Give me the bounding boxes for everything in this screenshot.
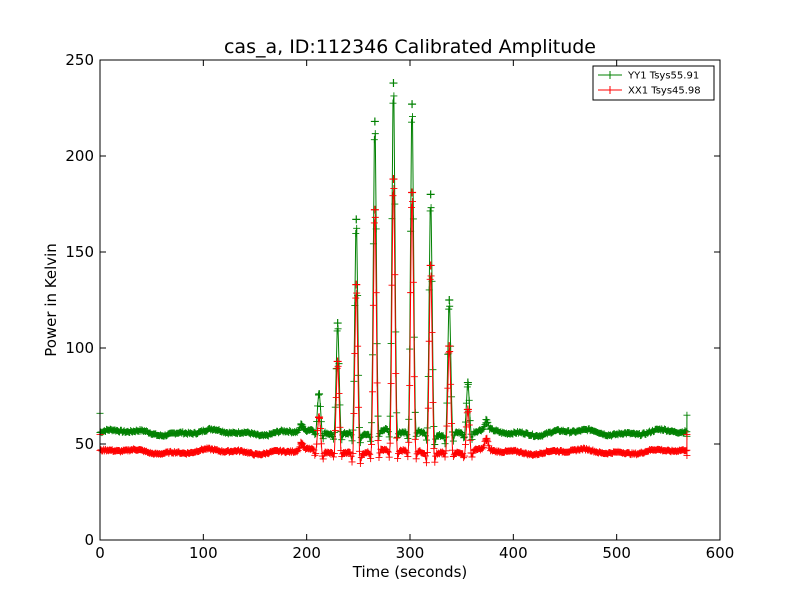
legend-label: YY1 Tsys55.91: [627, 71, 699, 82]
x-tick-label: 600: [706, 544, 735, 562]
legend-box: [592, 65, 715, 101]
peak-point: [370, 205, 379, 214]
peak-point: [426, 261, 435, 270]
y-tick-label: 200: [65, 147, 94, 165]
peak-point: [333, 357, 342, 366]
y-tick-label: 150: [65, 243, 94, 261]
x-tick-label: 300: [396, 544, 425, 562]
peak-point: [297, 440, 306, 448]
peak-point: [352, 215, 361, 224]
y-tick-label: 250: [65, 51, 94, 69]
peak-point: [389, 175, 398, 184]
peak-point: [389, 79, 398, 88]
x-tick-label: 500: [602, 544, 631, 562]
peak-point: [445, 296, 454, 304]
y-axis-label: Power in Kelvin: [42, 243, 60, 357]
y-tick-label: 0: [84, 531, 94, 549]
ticks-layer: 0 100 200 300 400 500 600 0 50 100 150 200 250: [65, 51, 734, 562]
series-markers: [96, 185, 691, 467]
legend-marker: [606, 86, 614, 94]
peak-point: [408, 188, 417, 197]
x-tick-label: 100: [189, 544, 218, 562]
x-tick-label: 0: [95, 544, 105, 562]
series-yy1: [96, 79, 691, 449]
peak-point: [315, 413, 324, 422]
series-layer: [96, 79, 691, 467]
y-tick-label: 100: [65, 339, 94, 357]
peak-point: [463, 405, 472, 414]
series-line: [99, 95, 688, 445]
peak-point: [352, 280, 361, 289]
plot-frame: [99, 59, 721, 541]
peak-point: [482, 436, 491, 445]
x-axis-label: Time (seconds): [352, 563, 468, 581]
peak-point: [463, 378, 472, 387]
legend-label: XX1 Tsys45.98: [628, 86, 701, 97]
legend: YY1 Tsys55.91 XX1 Tsys45.98: [592, 65, 715, 101]
legend-marker: [606, 71, 614, 79]
x-tick-label: 200: [292, 544, 321, 562]
series-line: [99, 188, 688, 464]
chart-title: cas_a, ID:112346 Calibrated Amplitude: [224, 36, 596, 58]
peak-point: [445, 342, 454, 351]
peak-point: [408, 100, 417, 109]
x-tick-label: 400: [499, 544, 528, 562]
peak-point: [297, 420, 306, 429]
peak-point: [370, 117, 379, 126]
peak-point: [333, 319, 342, 328]
y-tick-label: 50: [75, 435, 94, 453]
peak-point: [426, 190, 435, 199]
series-markers: [96, 92, 691, 449]
peak-point: [482, 418, 491, 427]
peak-point: [315, 390, 324, 399]
